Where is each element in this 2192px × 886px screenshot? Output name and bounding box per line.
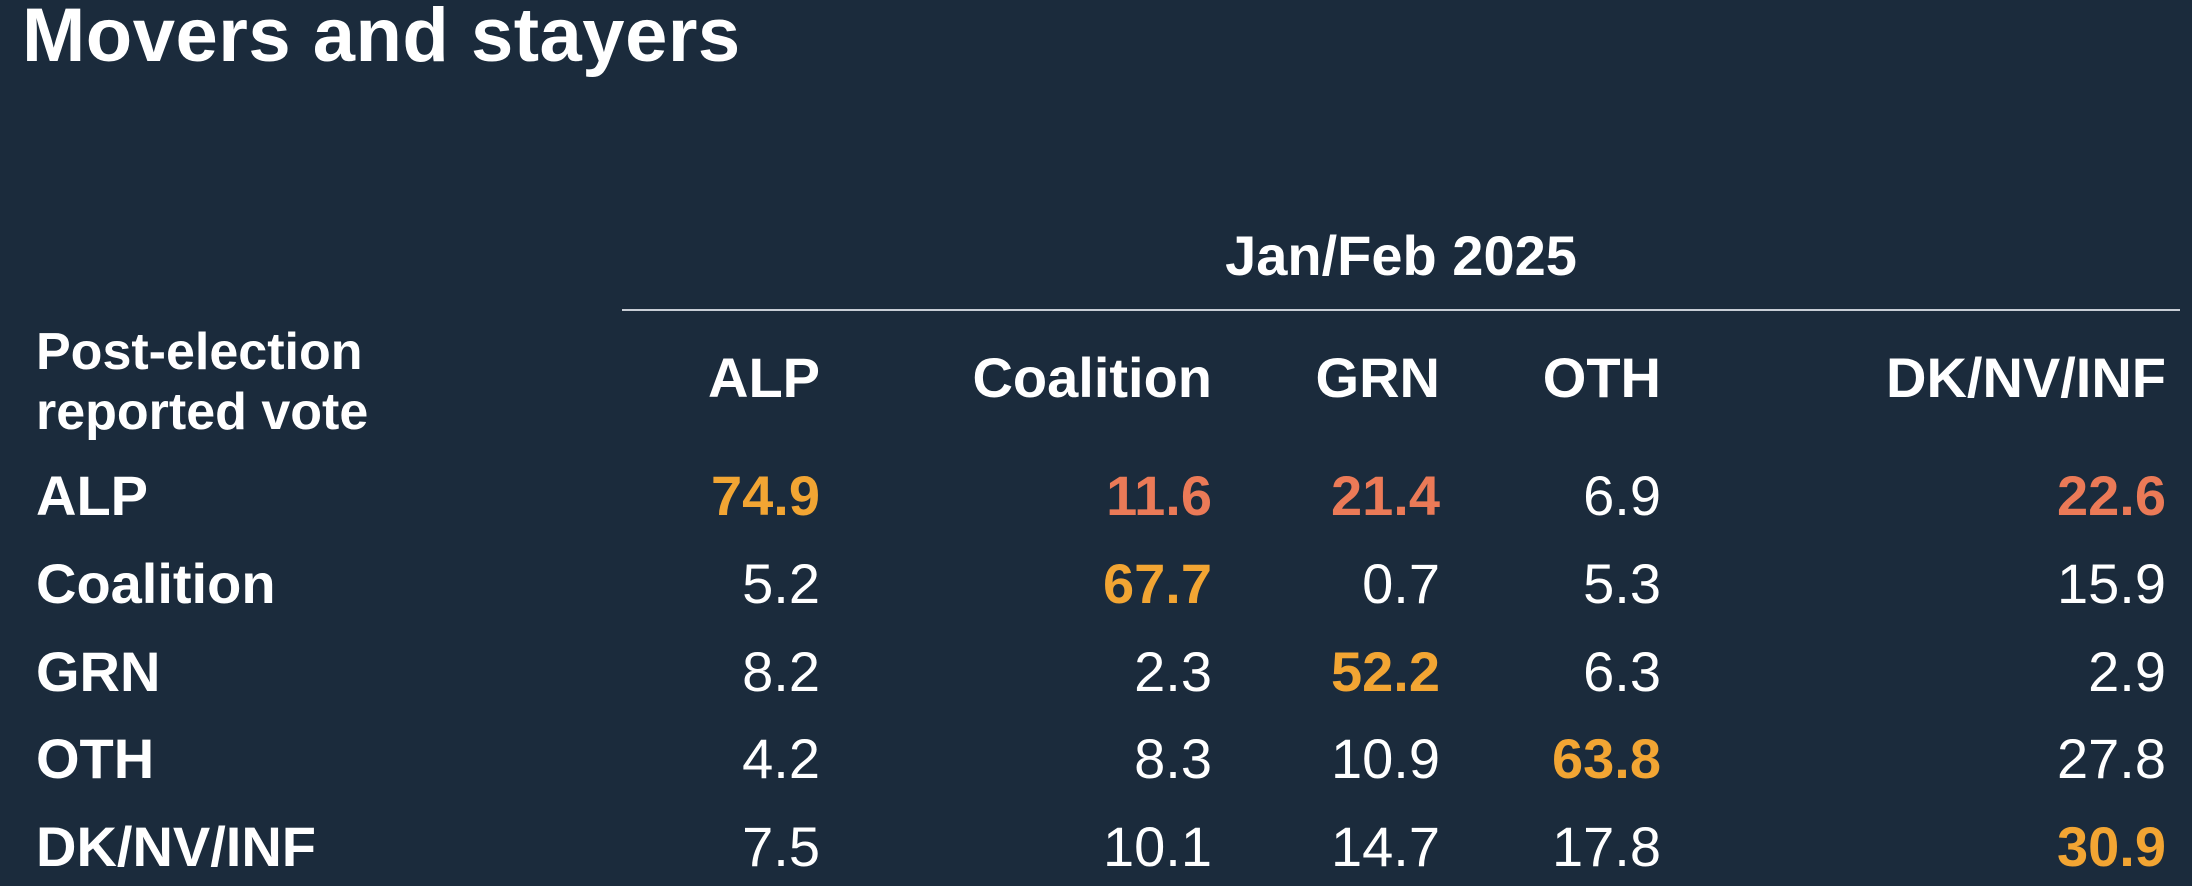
table-cell: 6.9: [1583, 464, 1661, 527]
column-group-rule: [622, 309, 2180, 311]
table-cell: 52.2: [1331, 640, 1440, 703]
row-label-coalition: Coalition: [36, 552, 276, 615]
table-cell: 63.8: [1552, 727, 1661, 790]
table-cell: 6.3: [1583, 640, 1661, 703]
table-cell: 11.6: [1106, 464, 1212, 527]
table-cell: 7.5: [742, 815, 820, 878]
table-cell: 8.2: [742, 640, 820, 703]
table-cell: 74.9: [711, 464, 820, 527]
row-label-oth: OTH: [36, 727, 155, 790]
table-cell: 0.7: [1362, 552, 1440, 615]
table-cell: 67.7: [1103, 552, 1212, 615]
row-header-label: Post-election reported vote: [36, 323, 369, 441]
chart-title: Movers and stayers: [22, 0, 741, 78]
column-header-grn: GRN: [1315, 346, 1440, 409]
table-cell: 14.7: [1331, 815, 1440, 878]
table-cell: 22.6: [2057, 464, 2166, 527]
table-cell: 10.1: [1103, 815, 1212, 878]
table-cell: 10.9: [1331, 727, 1440, 790]
column-header-coalition: Coalition: [972, 346, 1212, 409]
table-cell: 21.4: [1331, 464, 1440, 527]
row-label-grn: GRN: [36, 640, 161, 703]
table-cell: 15.9: [2057, 552, 2166, 615]
table-cell: 27.8: [2057, 727, 2166, 790]
table-cell: 2.3: [1134, 640, 1212, 703]
table-cell: 5.3: [1583, 552, 1661, 615]
table-cell: 4.2: [742, 727, 820, 790]
table-cell: 17.8: [1552, 815, 1661, 878]
column-header-oth: OTH: [1542, 346, 1661, 409]
row-label-dk-nv-inf: DK/NV/INF: [36, 815, 316, 878]
table-cell: 2.9: [2088, 640, 2166, 703]
row-label-alp: ALP: [36, 464, 148, 527]
table-cell: 30.9: [2057, 815, 2166, 878]
table-cell: 5.2: [742, 552, 820, 615]
column-header-alp: ALP: [708, 346, 820, 409]
table-cell: 8.3: [1134, 727, 1212, 790]
column-group-header: Jan/Feb 2025: [1225, 224, 1577, 287]
column-header-dk-nv-inf: DK/NV/INF: [1886, 346, 2166, 409]
